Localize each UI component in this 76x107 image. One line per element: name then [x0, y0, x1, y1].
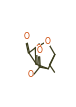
Text: O: O [36, 44, 41, 53]
Text: O: O [44, 37, 50, 46]
Text: O: O [36, 46, 42, 55]
Text: O: O [24, 32, 30, 41]
Text: O: O [27, 70, 33, 79]
